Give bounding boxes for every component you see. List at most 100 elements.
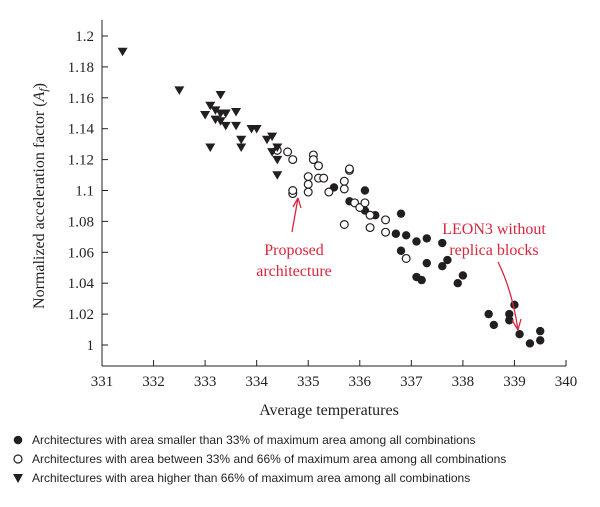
large-area-point — [215, 90, 226, 100]
medium-area-point — [381, 227, 391, 237]
small-area-point — [422, 234, 431, 243]
annotation-proposed: Proposed architecture — [256, 197, 332, 280]
large-area-point — [200, 111, 211, 120]
small-area-point — [412, 237, 421, 246]
open-circle-icon — [10, 453, 26, 465]
large-area-point — [231, 107, 242, 117]
annotation-proposed-line1: Proposed — [264, 242, 324, 259]
small-area-point — [505, 316, 514, 325]
y-tick-label: 1.12 — [68, 153, 94, 169]
small-area-point — [391, 229, 401, 238]
large-area-point — [267, 132, 278, 142]
y-tick-label: 1.2 — [75, 29, 94, 45]
large-area-point — [236, 143, 247, 152]
large-area-point — [272, 155, 283, 165]
points-layer — [117, 47, 545, 348]
small-area-point — [438, 262, 447, 271]
small-area-point — [453, 279, 462, 288]
y-axis-title: Normalized acceleration factor (Af) — [31, 83, 50, 309]
small-area-point — [396, 246, 406, 255]
annotation-proposed-arrowhead — [292, 197, 302, 209]
medium-area-point — [381, 215, 391, 225]
annotation-proposed-line2: architecture — [256, 263, 332, 280]
legend-item: Architectures with area higher than 66% … — [10, 471, 470, 485]
x-tick-label: 333 — [194, 374, 217, 390]
x-tick-label: 339 — [503, 374, 526, 390]
large-area-point — [215, 117, 226, 126]
annotation-leon3-arrow — [497, 261, 519, 331]
small-area-point — [396, 209, 406, 218]
large-area-point — [231, 121, 242, 131]
y-tick-label: 1.06 — [68, 245, 95, 261]
annotation-leon3: LEON3 without replica blocks — [442, 221, 546, 331]
medium-area-point — [288, 155, 298, 165]
large-area-point — [261, 135, 272, 145]
filled-circle-icon — [10, 434, 26, 446]
annotation-leon3-line1: LEON3 without — [442, 221, 546, 238]
medium-area-point — [288, 186, 298, 196]
filled-triangle-down-icon — [10, 472, 26, 484]
small-area-point — [443, 255, 452, 265]
legend-label: Architectures with area higher than 66% … — [32, 471, 471, 485]
large-area-point — [236, 135, 247, 145]
y-tick-label: 1.08 — [68, 214, 94, 230]
medium-area-point — [365, 223, 375, 233]
legend-item: Architectures with area smaller than 33%… — [10, 433, 476, 447]
medium-area-point — [314, 161, 324, 171]
small-area-point — [505, 309, 514, 319]
medium-area-point — [303, 187, 313, 197]
y-tick-label: 1.02 — [68, 307, 94, 323]
large-area-point — [220, 121, 231, 131]
large-area-point — [267, 148, 278, 157]
x-tick-label: 336 — [349, 374, 372, 390]
y-tick-label: 1.16 — [68, 91, 95, 107]
medium-area-point — [360, 198, 370, 208]
small-area-point — [515, 329, 524, 339]
legend-item: Architectures with area between 33% and … — [10, 452, 506, 466]
medium-area-point — [339, 219, 349, 229]
small-area-point — [536, 326, 545, 336]
medium-area-point — [303, 179, 313, 189]
small-area-point — [458, 271, 468, 280]
x-tick-label: 338 — [452, 374, 475, 390]
large-area-point — [117, 47, 128, 57]
legend-label: Architectures with area smaller than 33%… — [32, 433, 476, 447]
medium-area-point — [324, 187, 334, 197]
annotation-leon3-line2: replica blocks — [449, 242, 538, 259]
y-tick-label: 1.14 — [68, 122, 95, 138]
medium-area-point — [339, 176, 349, 186]
x-tick-label: 337 — [400, 374, 423, 390]
legend-label: Architectures with area between 33% and … — [32, 452, 507, 466]
y-tick-label: 1 — [87, 338, 95, 354]
small-area-point — [484, 309, 493, 319]
x-tick-label: 332 — [142, 374, 165, 390]
small-area-point — [401, 231, 411, 240]
medium-area-point — [319, 173, 329, 183]
medium-area-point — [401, 253, 411, 263]
large-area-point — [251, 124, 262, 134]
large-area-point — [272, 143, 283, 152]
x-tick-label: 340 — [555, 374, 578, 390]
large-area-point — [205, 143, 216, 152]
small-area-point — [422, 258, 431, 268]
large-area-point — [220, 109, 231, 118]
small-area-point — [536, 336, 545, 345]
medium-area-point — [344, 164, 354, 174]
x-tick-label: 334 — [245, 374, 268, 390]
y-tick-label: 1.1 — [75, 184, 94, 200]
medium-area-point — [308, 155, 318, 165]
medium-area-point — [303, 172, 313, 182]
x-axis-title: Average temperatures — [259, 402, 399, 419]
small-area-point — [489, 320, 499, 330]
x-ticks: 331 332 333 334 335 336 337 338 339 340 — [91, 360, 578, 390]
medium-area-point — [283, 147, 293, 157]
large-area-point — [272, 171, 283, 180]
small-area-point — [438, 238, 447, 248]
medium-area-point — [365, 210, 375, 220]
y-tick-label: 1.04 — [68, 276, 95, 292]
x-tick-label: 331 — [91, 374, 114, 390]
annotation-leon3-arrowhead — [511, 318, 522, 331]
small-area-point — [417, 275, 426, 285]
x-tick-label: 335 — [297, 374, 320, 390]
